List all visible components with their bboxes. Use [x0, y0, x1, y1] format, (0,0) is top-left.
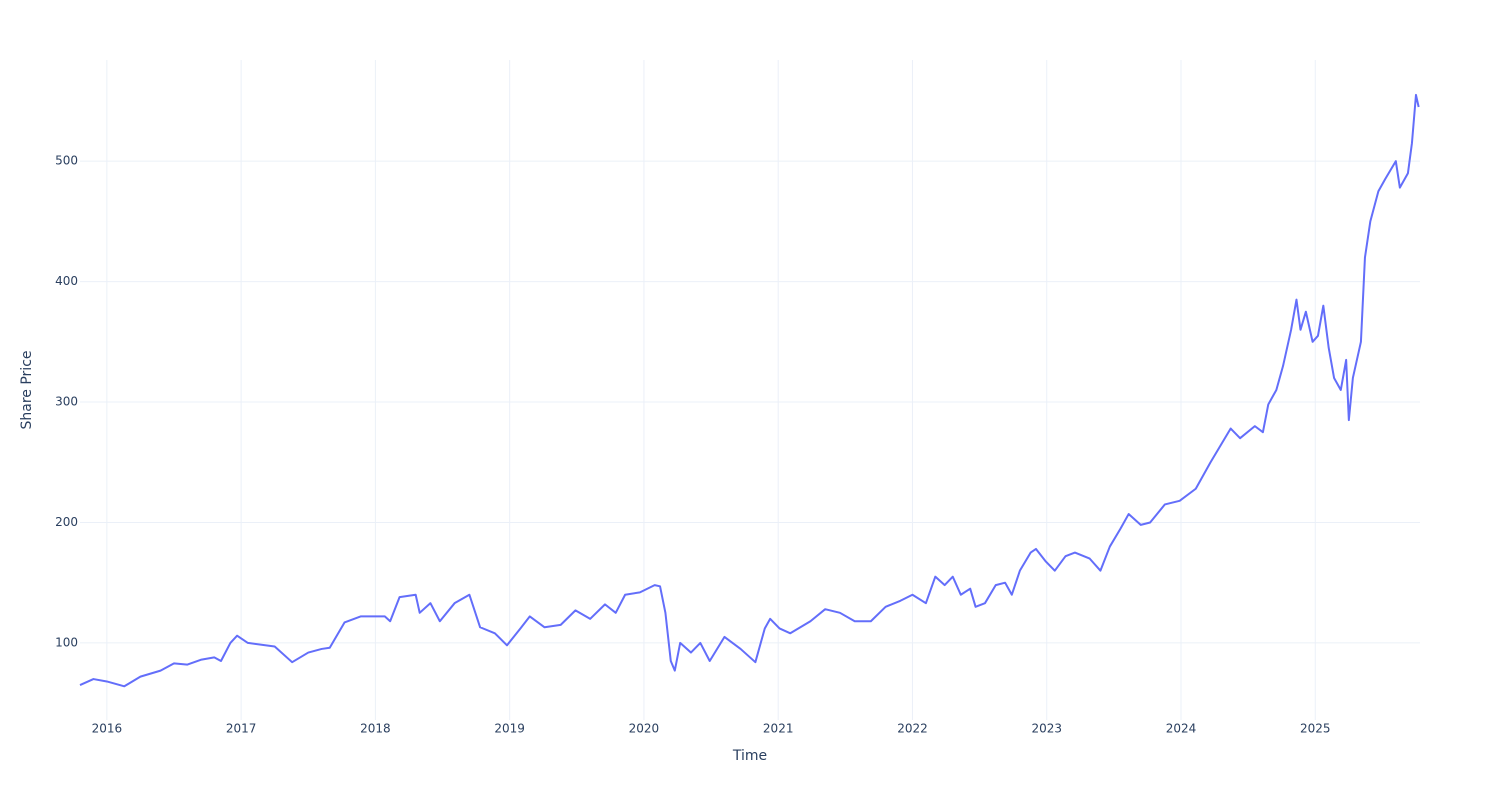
x-axis-title: Time [732, 748, 767, 764]
x-tick-label: 2021 [763, 722, 794, 736]
x-tick-label: 2023 [1031, 722, 1062, 736]
x-tick-label: 2016 [92, 722, 123, 736]
x-tick-label: 2019 [494, 722, 525, 736]
y-tick-label: 400 [55, 274, 78, 288]
y-tick-label: 200 [55, 515, 78, 529]
x-tick-label: 2025 [1300, 722, 1331, 736]
y-axis-title: Share Price [19, 350, 35, 429]
x-tick-label: 2018 [360, 722, 391, 736]
x-tick-label: 2020 [629, 722, 660, 736]
x-tick-label: 2022 [897, 722, 928, 736]
y-tick-label: 500 [55, 154, 78, 168]
x-tick-label: 2017 [226, 722, 257, 736]
price-line [79, 93, 1420, 688]
x-tick-label: 2024 [1166, 722, 1197, 736]
y-tick-label: 300 [55, 395, 78, 409]
y-tick-label: 100 [55, 635, 78, 649]
